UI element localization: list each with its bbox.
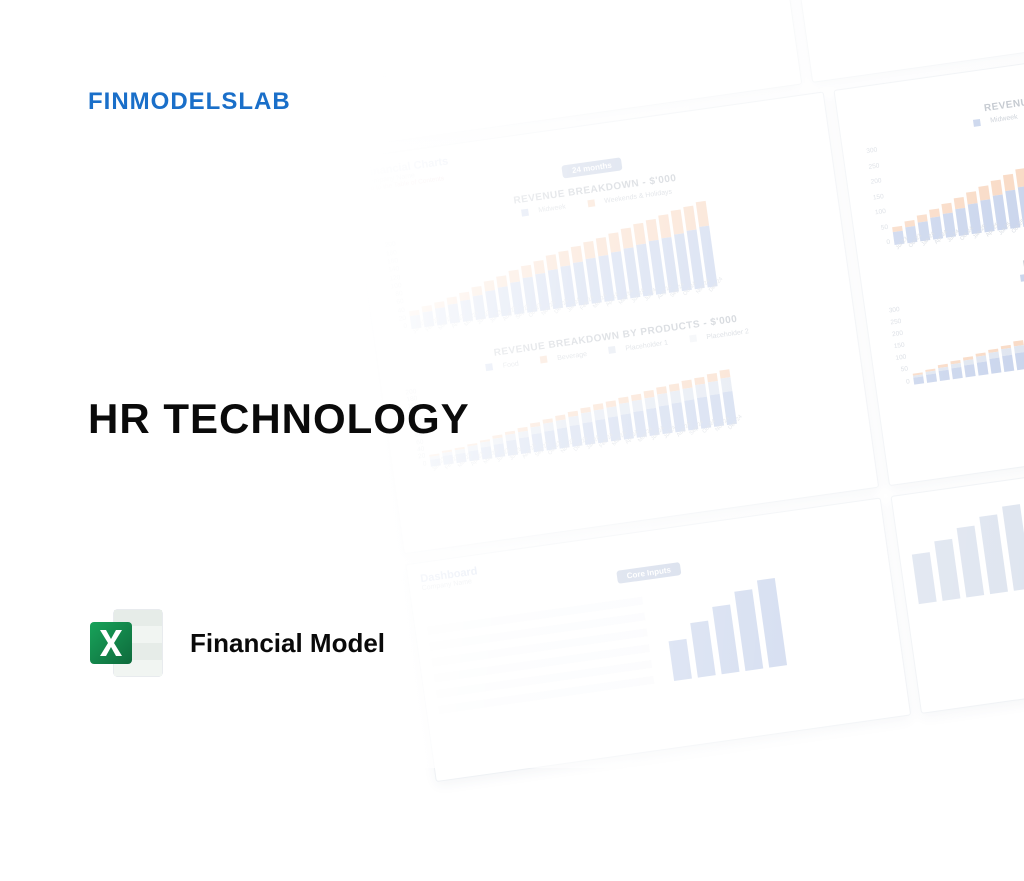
product-label: Financial Model [190, 628, 385, 659]
excel-icon [88, 608, 166, 678]
product-row: Financial Model [88, 608, 385, 678]
brand-logo: FINMODELSLAB [88, 88, 291, 116]
page-title: HR TECHNOLOGY [88, 395, 470, 443]
